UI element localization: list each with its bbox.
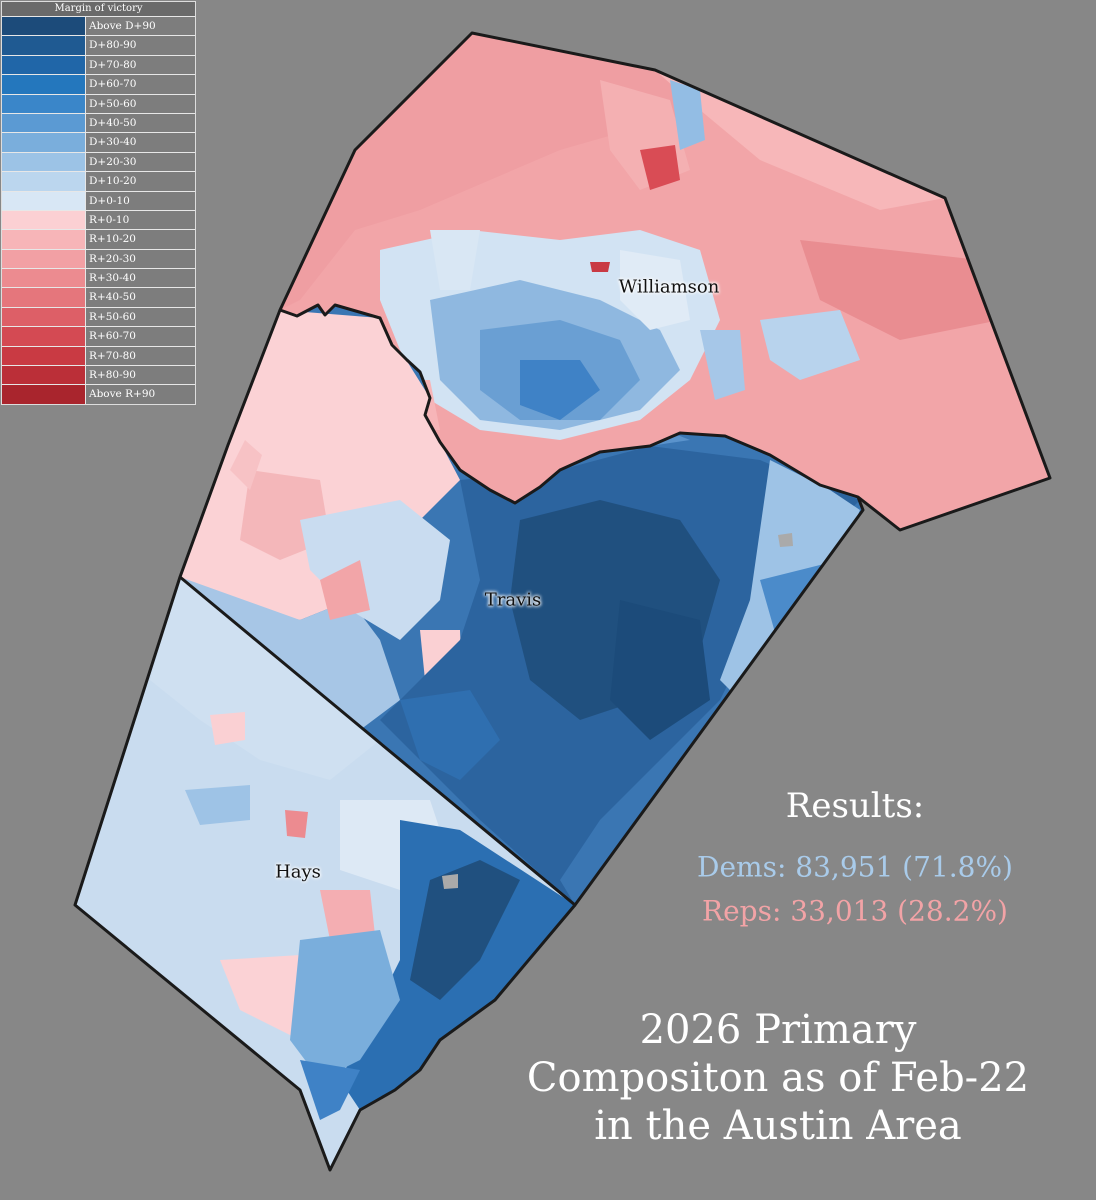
legend-item: Above D+90 — [2, 16, 195, 36]
legend-swatch — [2, 55, 86, 75]
legend-label: R+30-40 — [86, 269, 195, 288]
legend-item: D+60-70 — [2, 74, 195, 94]
travis-border — [178, 309, 865, 907]
legend-label: D+80-90 — [86, 36, 195, 55]
legend-item: R+20-30 — [2, 248, 195, 269]
county-borders — [73, 31, 1052, 1172]
legend-label: D+50-60 — [86, 94, 195, 113]
legend-label: R+10-20 — [86, 230, 195, 249]
legend-swatch — [2, 191, 86, 210]
legend-item: Above R+90 — [2, 384, 195, 404]
legend-swatch — [2, 17, 86, 36]
legend-item: R+0-10 — [2, 209, 195, 230]
legend-swatch — [2, 133, 86, 152]
legend-item: R+80-90 — [2, 365, 195, 385]
legend-swatch — [2, 269, 86, 288]
legend-item: R+70-80 — [2, 345, 195, 366]
legend-swatch — [2, 75, 86, 94]
legend-item: D+20-30 — [2, 151, 195, 172]
legend-swatch — [2, 307, 86, 327]
legend-label: Above D+90 — [86, 17, 195, 36]
legend-title: Margin of victory — [2, 2, 195, 16]
legend-item: R+50-60 — [2, 306, 195, 327]
legend-label: D+60-70 — [86, 75, 195, 94]
legend-item: D+70-80 — [2, 54, 195, 75]
legend-swatch — [2, 366, 86, 385]
legend-label: Above R+90 — [86, 385, 195, 404]
map-title-line: in the Austin Area — [594, 1103, 962, 1149]
county-label-travis: Travis — [484, 589, 542, 611]
legend-label: D+70-80 — [86, 55, 195, 75]
legend-item: D+0-10 — [2, 190, 195, 210]
legend-label: D+20-30 — [86, 152, 195, 172]
legend-swatch — [2, 249, 86, 269]
legend-label: D+40-50 — [86, 113, 195, 133]
legend-label: R+20-30 — [86, 249, 195, 269]
legend-item: D+10-20 — [2, 171, 195, 191]
legend-item: D+50-60 — [2, 93, 195, 113]
legend-swatch — [2, 346, 86, 366]
legend-label: D+0-10 — [86, 191, 195, 210]
county-label-hays: Hays — [275, 861, 321, 883]
legend-label: R+0-10 — [86, 210, 195, 230]
legend-swatch — [2, 327, 86, 346]
legend-swatch — [2, 152, 86, 172]
legend-swatch — [2, 94, 86, 113]
legend-item: D+40-50 — [2, 112, 195, 133]
legend-item: R+60-70 — [2, 326, 195, 346]
legend-item: R+10-20 — [2, 229, 195, 249]
results-heading: Results: — [785, 786, 925, 826]
legend-label: R+50-60 — [86, 307, 195, 327]
legend-label: R+60-70 — [86, 327, 195, 346]
map-title-line: Compositon as of Feb-22 — [526, 1055, 1030, 1101]
legend-rows: Above D+90 D+80-90 D+70-80 D+60-70 D+50-60 D+… — [2, 16, 195, 404]
legend-item: D+30-40 — [2, 132, 195, 152]
map-legend: Margin of victory Above D+90 D+80-90 D+70-… — [1, 1, 196, 405]
legend-swatch — [2, 230, 86, 249]
legend-swatch — [2, 385, 86, 404]
legend-label: D+10-20 — [86, 172, 195, 191]
legend-item: D+80-90 — [2, 35, 195, 55]
hays-border — [73, 576, 577, 1172]
map-title-line: 2026 Primary — [639, 1007, 917, 1053]
legend-label: R+80-90 — [86, 366, 195, 385]
legend-swatch — [2, 36, 86, 55]
legend-label: R+40-50 — [86, 288, 195, 307]
results-dems: Dems: 83,951 (71.8%) — [697, 850, 1013, 884]
legend-swatch — [2, 288, 86, 307]
legend-swatch — [2, 210, 86, 230]
legend-swatch — [2, 172, 86, 191]
legend-swatch — [2, 113, 86, 133]
legend-label: R+70-80 — [86, 346, 195, 366]
legend-item: R+40-50 — [2, 287, 195, 307]
county-label-williamson: Williamson — [618, 276, 720, 298]
legend-label: D+30-40 — [86, 133, 195, 152]
map-title: 2026 Primary Compositon as of Feb-22 in … — [527, 1006, 1029, 1150]
legend-item: R+30-40 — [2, 268, 195, 288]
results-reps: Reps: 33,013 (28.2%) — [702, 894, 1008, 928]
